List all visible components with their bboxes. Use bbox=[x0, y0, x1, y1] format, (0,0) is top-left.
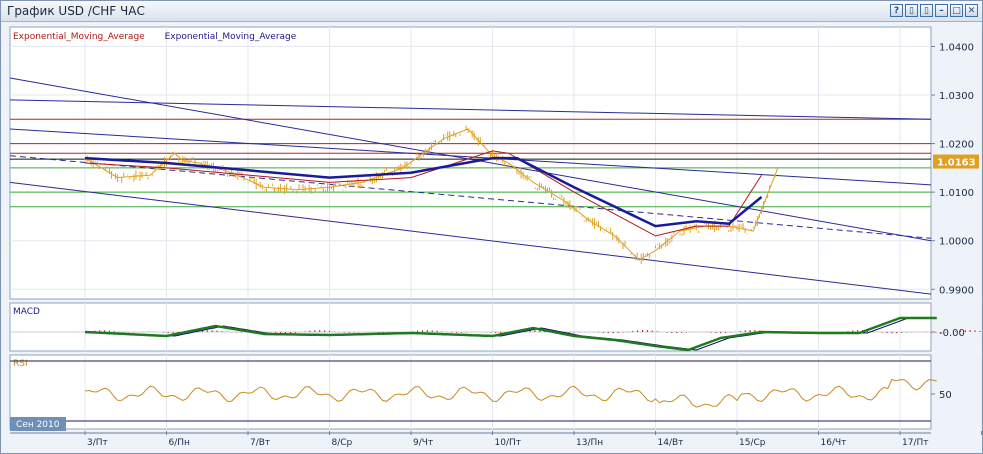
period-badge bbox=[10, 417, 66, 431]
period-label: Сен 2010 bbox=[16, 420, 60, 430]
y-tick-label: 1.0100 bbox=[939, 188, 974, 199]
maximize-panel-button[interactable]: ▯ bbox=[920, 4, 933, 17]
trend-line bbox=[9, 77, 932, 242]
macd-panel bbox=[9, 302, 932, 352]
rsi-line bbox=[84, 378, 937, 408]
ema-fast-line bbox=[84, 150, 762, 237]
split-button[interactable]: ▯ bbox=[905, 4, 918, 17]
legend-entry: Exponential_Moving_Average bbox=[13, 32, 145, 42]
chart-area[interactable]: 3/Пт 6/Пн 7/Вт 8/Ср 9/Чт 10/Пт 13/Пн 14/Вт 15/Ср… bbox=[1, 21, 982, 453]
macd-y-label: -0.00 bbox=[939, 328, 965, 339]
close-button[interactable]: ✕ bbox=[965, 4, 978, 17]
legend-entry: Exponential_Moving_Average bbox=[165, 32, 297, 42]
restore-button[interactable]: □ bbox=[950, 4, 963, 17]
x-tick-label: 17/Пт bbox=[902, 438, 929, 448]
x-tick-label: 8/Ср bbox=[332, 438, 353, 448]
rsi-y-label: 50 bbox=[939, 390, 952, 401]
current-price-label: 1.0163 bbox=[937, 158, 976, 169]
y-tick-label: 1.0000 bbox=[939, 237, 974, 248]
help-button[interactable]: ? bbox=[890, 4, 903, 17]
x-tick-label: 14/Вт bbox=[658, 438, 684, 448]
ema-slow-line bbox=[84, 156, 763, 228]
y-tick-label: 1.0200 bbox=[939, 140, 974, 151]
x-tick-label: 6/Пн bbox=[169, 438, 191, 448]
x-tick-label: 7/Вт bbox=[250, 438, 270, 448]
macd-line bbox=[84, 316, 937, 352]
title-bar: График USD /CHF ЧАС ? ▯ ▯ – □ ✕ bbox=[1, 1, 982, 22]
trend-line bbox=[9, 181, 932, 295]
y-tick-label: 1.0300 bbox=[939, 91, 974, 102]
x-tick-label: 10/Пт bbox=[495, 438, 521, 448]
rsi-title: RSI bbox=[13, 359, 28, 369]
x-tick-label: 9/Чт bbox=[413, 438, 433, 448]
x-tick-label: 3/Пт bbox=[87, 438, 108, 448]
y-tick-label: 1.0400 bbox=[939, 42, 974, 53]
price-line bbox=[84, 128, 779, 261]
minimize-button[interactable]: – bbox=[935, 4, 948, 17]
x-tick-label: 15/Ср bbox=[739, 438, 766, 448]
trend-line bbox=[9, 155, 932, 239]
macd-title: MACD bbox=[13, 307, 40, 317]
y-tick-label: 0.9900 bbox=[939, 285, 974, 296]
window-title: График USD /CHF ЧАС bbox=[7, 4, 145, 18]
current-price-tag bbox=[933, 154, 979, 169]
x-tick-label: 16/Чт bbox=[821, 438, 847, 448]
x-tick-label: 13/Пн bbox=[576, 438, 603, 448]
trend-line bbox=[9, 99, 932, 120]
window-buttons: ? ▯ ▯ – □ ✕ bbox=[890, 4, 978, 17]
trend-line bbox=[9, 128, 932, 186]
